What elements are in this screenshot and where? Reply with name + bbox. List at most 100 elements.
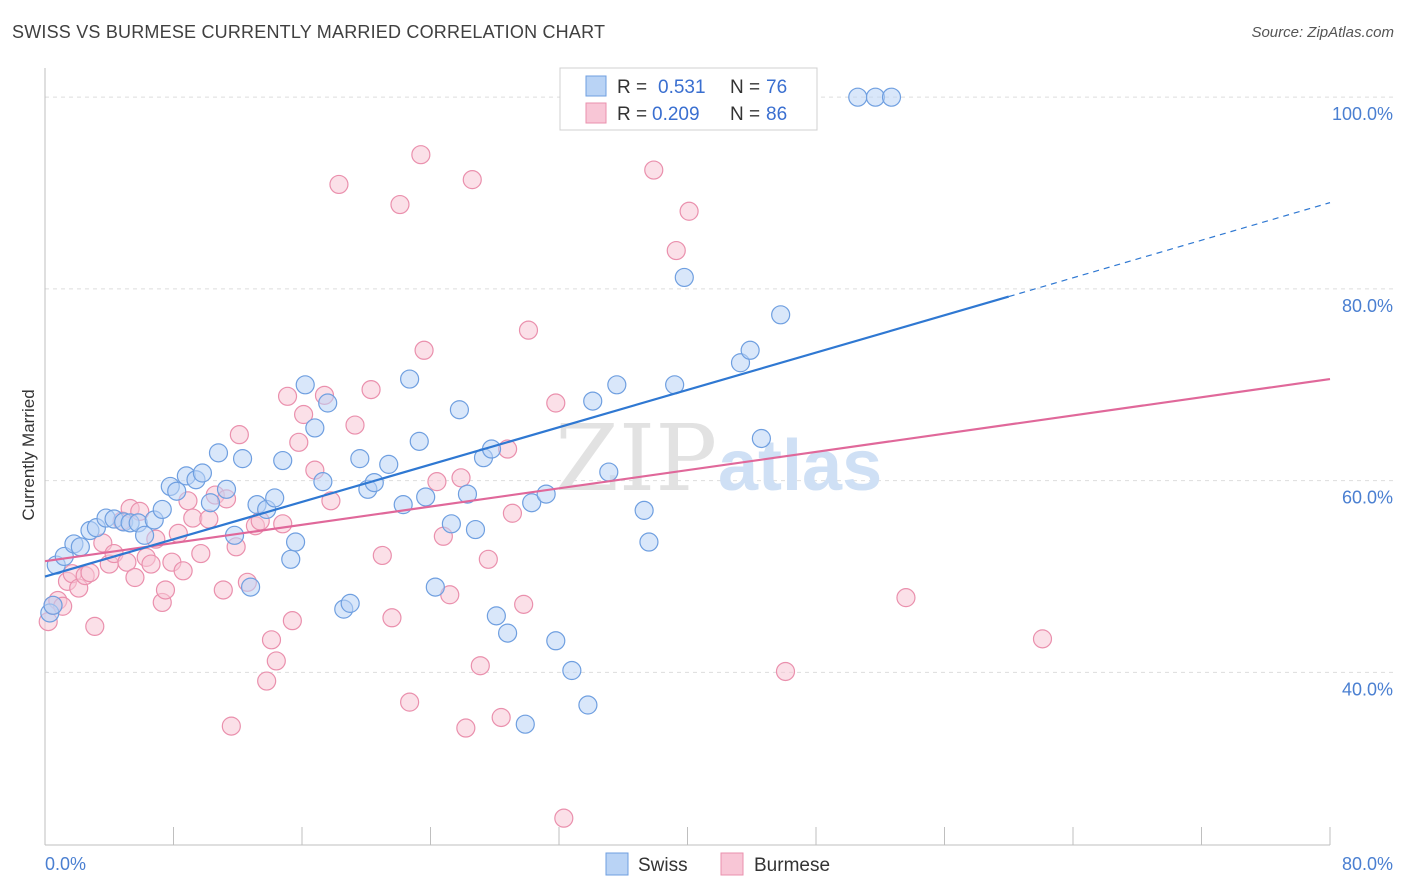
burmese-point [213, 580, 233, 600]
legend-n-value-burmese: 86 [766, 104, 787, 125]
swiss-point [865, 87, 886, 107]
correlation-legend: R = 0.531 N = 76 R = 0.209 N = 86 [559, 67, 818, 131]
watermark-atlas: atlas [718, 426, 882, 506]
burmese-point [257, 671, 277, 691]
swiss-point [515, 714, 535, 734]
swiss-point [583, 391, 603, 411]
swiss-point [409, 431, 429, 451]
burmese-point [345, 415, 365, 435]
burmese-point [1032, 629, 1053, 649]
bottom-legend-label-burmese: Burmese [754, 855, 830, 876]
swiss-point [674, 267, 694, 288]
bottom-legend-label-swiss: Swiss [638, 855, 688, 876]
swiss-point [639, 532, 659, 552]
burmese-point [199, 509, 219, 529]
swiss-point [449, 400, 470, 420]
swiss-point [634, 500, 654, 520]
burmese-point [427, 472, 447, 492]
swiss-point [192, 463, 213, 483]
series-legend: Swiss Burmese [605, 852, 830, 876]
swiss-point [416, 487, 436, 507]
swiss-point [305, 418, 325, 438]
burmese-point [329, 174, 349, 195]
burmese-point [125, 567, 145, 588]
swiss-point [425, 577, 445, 597]
burmese-point [502, 503, 523, 523]
burmese-point [644, 160, 664, 180]
swiss-point [607, 375, 627, 395]
swiss-point [273, 450, 293, 471]
swiss-point [295, 375, 315, 395]
legend-r-value-swiss: 0.531 [658, 77, 706, 98]
swiss-point [486, 606, 506, 626]
burmese-point [372, 545, 392, 566]
swiss-point [848, 87, 868, 107]
swiss-point [241, 577, 261, 597]
watermark: ZIP atlas [555, 405, 882, 512]
burmese-point [382, 608, 402, 628]
burmese-point [273, 514, 293, 534]
burmese-point [514, 594, 534, 614]
burmese-point [85, 616, 105, 637]
burmese-point [462, 170, 482, 190]
burmese-point [470, 656, 490, 676]
y-axis-label: Currently Married [19, 389, 38, 520]
swiss-point [379, 454, 399, 474]
y-tick-label: 100.0% [1332, 104, 1393, 124]
swiss-point [216, 479, 237, 499]
swiss-point [134, 525, 155, 545]
burmese-point [183, 508, 203, 528]
y-tick-label: 40.0% [1342, 679, 1393, 699]
burmese-point [456, 718, 476, 738]
burmese-point [221, 716, 241, 736]
swiss-point [771, 305, 791, 325]
swiss-point [70, 537, 90, 557]
legend-swatch-swiss [585, 75, 607, 97]
y-tick-label: 80.0% [1342, 296, 1393, 316]
chart-title: SWISS VS BURMESE CURRENTLY MARRIED CORRE… [12, 22, 606, 42]
burmese-point [451, 468, 471, 488]
burmese-point [289, 432, 309, 452]
legend-r-label-swiss: R = [617, 77, 647, 98]
burmese-point [666, 240, 686, 261]
burmese-point [361, 379, 381, 400]
swiss-point [208, 443, 229, 463]
swiss-point [318, 393, 338, 413]
watermark-zip: ZIP [555, 405, 717, 512]
swiss-point [562, 660, 582, 681]
x-tick-label: 80.0% [1342, 854, 1393, 874]
legend-r-label-burmese: R = [617, 104, 647, 125]
burmese-point [282, 611, 302, 631]
burmese-point [414, 340, 434, 360]
burmese-point [261, 630, 282, 650]
burmese-point [266, 651, 286, 671]
legend-r-value-burmese: 0.209 [652, 104, 700, 125]
x-tick-labels: 0.0% 80.0% [45, 854, 1393, 874]
burmese-point [229, 425, 249, 445]
swiss-trend-extension [1008, 202, 1331, 298]
swiss-trend-line [44, 295, 1010, 578]
swiss-point [285, 532, 306, 552]
swiss-point [400, 369, 420, 389]
legend-n-label-swiss: N = [730, 77, 760, 98]
legend-n-label-burmese: N = [730, 104, 760, 125]
burmese-point [491, 707, 511, 728]
burmese-point [294, 404, 314, 425]
burmese-point [554, 808, 574, 828]
burmese-point [775, 661, 796, 682]
burmese-point [191, 543, 211, 564]
swiss-point [465, 519, 486, 540]
swiss-point [43, 595, 63, 615]
bottom-legend-swatch-burmese [720, 852, 744, 876]
swiss-point [546, 631, 566, 651]
swiss-point [313, 472, 333, 492]
swiss-point [457, 484, 478, 504]
bottom-legend-swatch-swiss [605, 852, 629, 876]
swiss-point [232, 449, 253, 469]
y-tick-label: 60.0% [1342, 488, 1393, 508]
burmese-point [141, 554, 161, 574]
swiss-point [740, 340, 760, 360]
burmese-point [896, 588, 916, 608]
legend-n-value-swiss: 76 [766, 77, 787, 98]
axes [44, 68, 1331, 846]
